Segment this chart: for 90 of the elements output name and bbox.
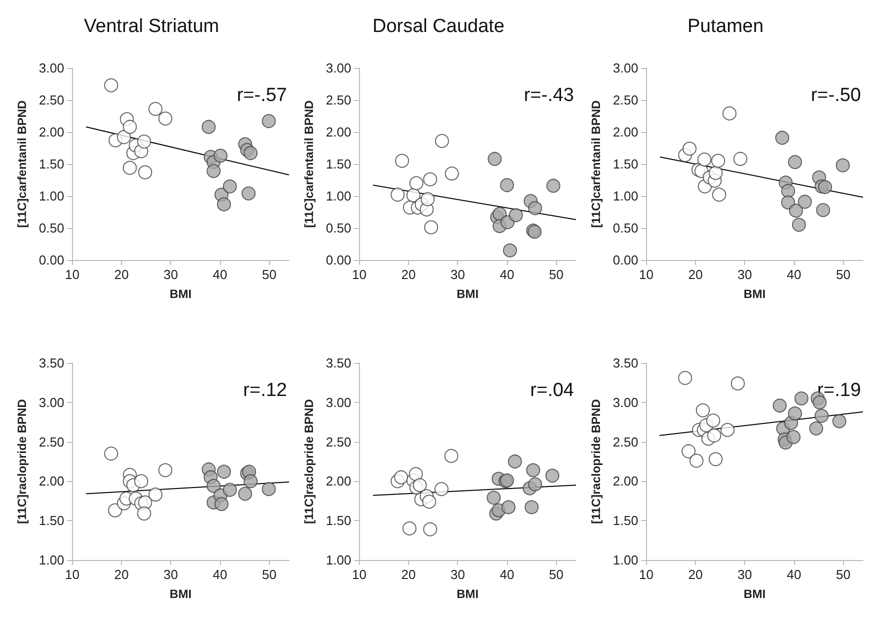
y-tick-label: 1.50	[612, 513, 638, 528]
y-tick-label: 1.50	[612, 156, 638, 172]
y-tick-label: 0.50	[38, 220, 64, 236]
y-tick-label: 2.00	[612, 474, 638, 489]
x-tick-label: 30	[164, 567, 178, 582]
x-tick-label: 10	[352, 267, 366, 282]
x-tick-label: 30	[164, 267, 178, 282]
x-tick-label: 40	[786, 267, 802, 282]
x-tick-label: 20	[401, 567, 416, 582]
y-tick-label: 1.50	[38, 513, 64, 528]
y-axis-title: [11C]raclopride BPND	[302, 398, 316, 524]
y-tick-label: 3.00	[326, 394, 352, 410]
x-tick-label: 10	[64, 267, 80, 282]
y-tick-label: 1.00	[38, 188, 64, 204]
x-tick-label: 20	[401, 267, 416, 282]
y-tick-label: 3.00	[612, 394, 638, 410]
y-tick-label: 1.50	[326, 513, 352, 528]
annotation: r=.04	[530, 380, 574, 401]
x-axis-title: BMI	[170, 587, 192, 601]
x-tick-label: 20	[688, 267, 703, 282]
y-tick-label: 0.00	[38, 252, 64, 268]
x-tick-label: 50	[262, 567, 277, 582]
x-tick-label: 40	[212, 267, 228, 282]
y-tick-label: 3.50	[326, 356, 352, 370]
y-axis-title: [11C]carfentanil BPND	[589, 100, 603, 228]
annotation: r=-.50	[810, 85, 862, 106]
annotation: r=-.43	[524, 85, 574, 106]
y-axis-title: [11C]carfentanil BPND	[15, 100, 29, 228]
y-tick-label: 2.00	[612, 124, 638, 140]
y-axis-title: [11C]raclopride BPND	[589, 398, 603, 524]
x-tick-label: 50	[836, 267, 851, 282]
y-tick-label: 2.00	[38, 124, 64, 140]
x-tick-label: 30	[450, 267, 465, 282]
y-tick-label: 2.50	[326, 434, 352, 450]
x-tick-label: 50	[549, 567, 564, 582]
x-tick-label: 30	[738, 267, 752, 282]
y-axis-title: [11C]raclopride BPND	[15, 398, 29, 524]
y-tick-label: 3.50	[38, 356, 64, 370]
annotation: r=.12	[243, 380, 288, 401]
x-tick-label: 10	[64, 567, 80, 582]
y-axis-title: [11C]carfentanil BPND	[302, 100, 316, 228]
x-tick-label: 20	[114, 567, 129, 582]
x-tick-label: 40	[786, 567, 802, 582]
y-tick-label: 3.50	[612, 356, 638, 370]
x-tick-label: 50	[836, 567, 851, 582]
y-tick-label: 2.50	[612, 434, 638, 450]
x-tick-label: 30	[738, 567, 752, 582]
y-tick-label: 1.50	[38, 156, 64, 172]
x-tick-label: 10	[638, 267, 654, 282]
x-tick-label: 30	[450, 567, 465, 582]
annotation: r=.19	[817, 380, 862, 401]
y-tick-label: 0.00	[612, 252, 638, 268]
x-axis-title: BMI	[744, 587, 766, 601]
x-tick-label: 50	[262, 267, 277, 282]
x-tick-label: 40	[212, 567, 228, 582]
x-tick-label: 10	[352, 567, 366, 582]
y-tick-label: 3.00	[38, 60, 64, 76]
y-tick-label: 1.00	[612, 552, 638, 568]
y-tick-label: 1.00	[38, 552, 64, 568]
chart-title: Dorsal Caudate	[372, 16, 505, 37]
y-tick-label: 1.00	[326, 552, 352, 568]
x-tick-label: 10	[638, 567, 654, 582]
y-tick-label: 2.00	[326, 474, 352, 489]
chart-title: Putamen	[687, 16, 764, 37]
y-tick-label: 1.00	[612, 188, 638, 204]
y-tick-label: 0.50	[326, 220, 352, 236]
y-tick-label: 2.50	[38, 434, 64, 450]
y-tick-label: 2.50	[326, 92, 352, 108]
annotation: r=-.57	[236, 85, 288, 106]
x-tick-label: 40	[500, 567, 514, 582]
y-tick-label: 0.50	[612, 220, 638, 236]
x-axis-title: BMI	[744, 287, 766, 301]
x-tick-label: 20	[114, 267, 129, 282]
y-tick-label: 2.50	[612, 92, 638, 108]
x-tick-label: 50	[549, 267, 564, 282]
y-tick-label: 1.50	[326, 156, 352, 172]
y-tick-label: 3.00	[326, 60, 352, 76]
chart-title: Ventral Striatum	[84, 16, 220, 37]
x-tick-label: 20	[688, 567, 703, 582]
y-tick-label: 2.50	[38, 92, 64, 108]
x-tick-label: 40	[500, 267, 514, 282]
y-tick-label: 2.00	[326, 124, 352, 140]
x-axis-title: BMI	[170, 287, 192, 301]
y-tick-label: 1.00	[326, 188, 352, 204]
y-tick-label: 2.00	[38, 474, 64, 489]
x-axis-title: BMI	[456, 587, 479, 601]
y-tick-label: 3.00	[38, 394, 64, 410]
y-tick-label: 3.00	[612, 60, 638, 76]
y-tick-label: 0.00	[326, 252, 352, 268]
x-axis-title: BMI	[456, 287, 479, 301]
